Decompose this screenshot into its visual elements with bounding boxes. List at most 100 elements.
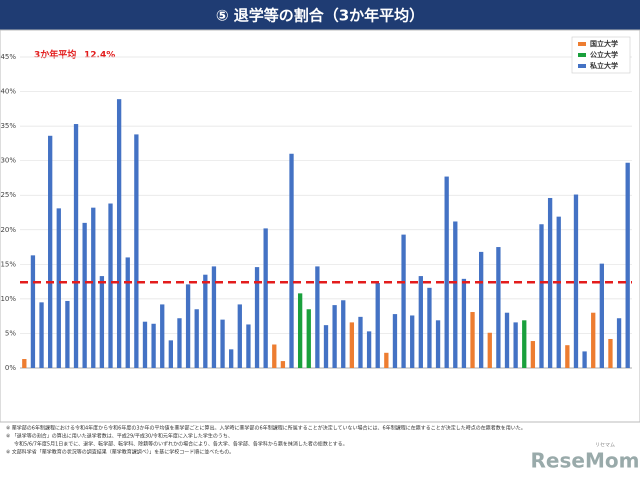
- bar: [332, 305, 337, 368]
- bar: [444, 176, 449, 368]
- bar: [341, 300, 346, 368]
- bar: [392, 314, 398, 368]
- bar: [194, 309, 199, 368]
- bar: [108, 203, 113, 368]
- bar: [297, 293, 303, 368]
- note: ※ 文部科学省「薬学教育の状況等の調査結果（薬学教育課調べ）」を基に学校コード順…: [6, 449, 234, 456]
- bar: [134, 134, 139, 368]
- bar: [185, 284, 191, 368]
- bar: [315, 266, 320, 368]
- bar: [272, 344, 277, 368]
- note: ※ 「退学等の割合」の算出に用いた退学者数は、平成29/平成30/令和元年度に入…: [6, 433, 233, 440]
- bar: [504, 312, 510, 368]
- bar: [160, 304, 165, 368]
- note: 令和5/6/7年度5月1日までに、退学、転学部、転学科、除籍等のいずれかの場合に…: [14, 441, 348, 448]
- bar: [56, 208, 61, 368]
- legend-label: 公立大学: [590, 50, 618, 59]
- y-tick-label: 10%: [0, 295, 16, 303]
- bar: [306, 309, 311, 368]
- bar: [22, 359, 27, 368]
- bar: [547, 197, 553, 368]
- y-tick-label: 0%: [5, 364, 16, 372]
- bar: [73, 124, 79, 368]
- bar: [48, 135, 53, 368]
- notes: ※ 薬学部の6年制課程における令和4年度から令和6年度の3か年の平均値を薬学部ご…: [6, 425, 526, 456]
- chart-title: ⑤ 退学等の割合（3か年平均）: [216, 7, 424, 25]
- bar: [427, 287, 432, 368]
- bar: [366, 331, 372, 368]
- bar: [91, 207, 96, 368]
- bar: [461, 278, 467, 368]
- legend-swatch: [578, 64, 586, 68]
- bar: [530, 341, 536, 368]
- bar: [522, 320, 527, 368]
- bar: [349, 322, 355, 368]
- bar: [229, 349, 234, 368]
- y-tick-label: 45%: [0, 53, 16, 61]
- bar: [323, 325, 329, 368]
- legend-swatch: [578, 53, 586, 57]
- bar: [82, 222, 87, 368]
- bar: [599, 263, 604, 368]
- bar: [608, 338, 613, 368]
- average-text: 3か年平均: [34, 49, 76, 61]
- y-tick-label: 35%: [0, 122, 16, 130]
- bar: [625, 162, 630, 368]
- bar: [418, 276, 423, 368]
- bar: [125, 257, 130, 368]
- bar: [573, 194, 579, 368]
- bar: [280, 361, 286, 368]
- y-tick-label: 30%: [0, 157, 16, 165]
- bar: [582, 351, 587, 368]
- bar: [384, 352, 389, 368]
- bar: [556, 216, 561, 368]
- bar: [470, 312, 475, 368]
- bar: [435, 320, 441, 368]
- legend-label: 国立大学: [590, 39, 618, 48]
- bar: [513, 322, 518, 368]
- bar: [99, 276, 105, 368]
- bar: [479, 251, 484, 368]
- y-tick-label: 20%: [0, 226, 16, 234]
- y-tick-label: 40%: [0, 88, 16, 96]
- bar: [142, 321, 148, 368]
- bar: [116, 99, 122, 368]
- logo: ReseMom: [531, 449, 640, 473]
- bar: [539, 224, 544, 368]
- bar: [565, 345, 570, 368]
- bar: [410, 315, 415, 368]
- note: ※ 薬学部の6年制課程における令和4年度から令和6年度の3か年の平均値を薬学部ご…: [6, 425, 526, 432]
- bar: [246, 324, 251, 368]
- bar: [30, 255, 36, 368]
- legend-label: 私立大学: [589, 61, 618, 70]
- bar: [254, 267, 260, 368]
- bar: [358, 316, 363, 368]
- bar: [220, 319, 225, 368]
- y-tick-label: 5%: [5, 329, 16, 337]
- bar: [487, 332, 492, 368]
- bar: [289, 153, 294, 368]
- bar: [237, 304, 242, 368]
- bar: [453, 221, 458, 368]
- bar: [591, 312, 596, 368]
- bar: [616, 318, 622, 368]
- bar: [39, 302, 44, 368]
- bar: [375, 282, 380, 368]
- bar: [151, 323, 156, 368]
- bar: [263, 228, 268, 368]
- average-value: 12.4%: [84, 51, 115, 61]
- bar: [211, 266, 217, 368]
- bar: [401, 234, 406, 368]
- title-banner: [0, 0, 640, 30]
- plot-frame: [0, 29, 640, 423]
- bar: [203, 274, 208, 368]
- bar: [168, 340, 173, 368]
- y-tick-label: 25%: [0, 191, 16, 199]
- legend-swatch: [578, 42, 586, 46]
- bar: [496, 247, 501, 368]
- logo-kana: リセマム: [595, 443, 615, 449]
- bar: [65, 300, 70, 368]
- y-tick-label: 15%: [0, 260, 16, 268]
- bar: [177, 318, 182, 368]
